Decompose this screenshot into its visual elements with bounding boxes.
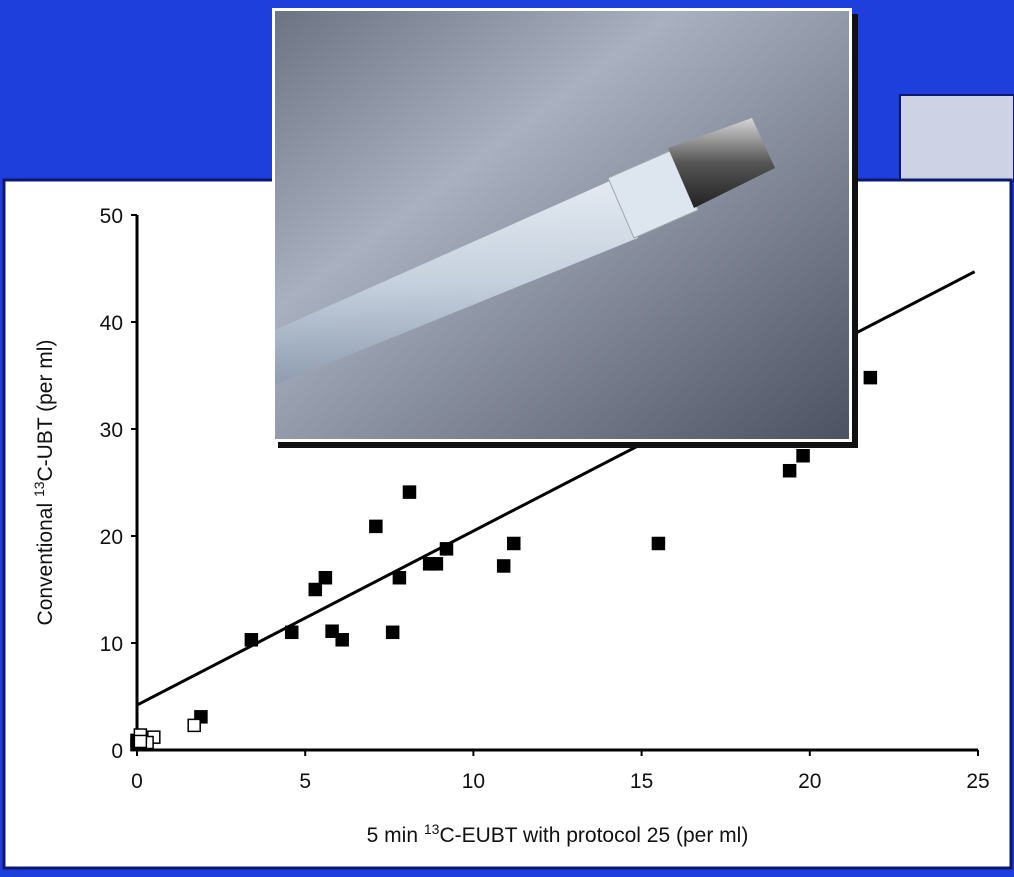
y-axis-label-part: Conventional bbox=[34, 497, 57, 625]
point bbox=[430, 558, 442, 570]
point bbox=[864, 372, 876, 384]
photo bbox=[272, 8, 858, 448]
point bbox=[336, 634, 348, 646]
page: 0510152025010203040505 min 13C-EUBT with… bbox=[0, 0, 1014, 872]
y-tick-label: 0 bbox=[111, 740, 123, 763]
point bbox=[319, 572, 331, 584]
x-tick-label: 20 bbox=[798, 770, 821, 793]
x-tick-label: 0 bbox=[131, 770, 143, 793]
x-axis-label-part: 5 min bbox=[367, 824, 424, 847]
point bbox=[498, 560, 510, 572]
y-tick-label: 10 bbox=[100, 633, 123, 656]
x-tick-label: 5 bbox=[299, 770, 311, 793]
point bbox=[309, 584, 321, 596]
point bbox=[370, 520, 382, 532]
x-tick-label: 10 bbox=[462, 770, 485, 793]
x-tick-label: 25 bbox=[966, 770, 989, 793]
y-tick-label: 40 bbox=[100, 312, 123, 335]
y-tick-label: 30 bbox=[100, 419, 123, 442]
y-tick-label: 20 bbox=[100, 526, 123, 549]
x-axis-label-part: C-EUBT with protocol 25 (per ml) bbox=[439, 824, 748, 847]
point bbox=[245, 634, 257, 646]
point bbox=[797, 450, 809, 462]
point bbox=[403, 486, 415, 498]
y-tick-label: 50 bbox=[100, 205, 123, 228]
point bbox=[508, 537, 520, 549]
point bbox=[188, 719, 200, 731]
y-axis-label-part: 13 bbox=[31, 481, 47, 497]
point bbox=[286, 626, 298, 638]
point bbox=[393, 572, 405, 584]
y-axis-label-part: C-UBT (per ml) bbox=[34, 340, 57, 482]
side-box bbox=[900, 95, 1014, 181]
point bbox=[387, 626, 399, 638]
point bbox=[440, 543, 452, 555]
point bbox=[652, 537, 664, 549]
point bbox=[784, 465, 796, 477]
x-tick-label: 15 bbox=[630, 770, 653, 793]
point bbox=[134, 735, 146, 747]
x-axis-label-part: 13 bbox=[424, 821, 440, 837]
slide: 0510152025010203040505 min 13C-EUBT with… bbox=[0, 0, 1014, 872]
